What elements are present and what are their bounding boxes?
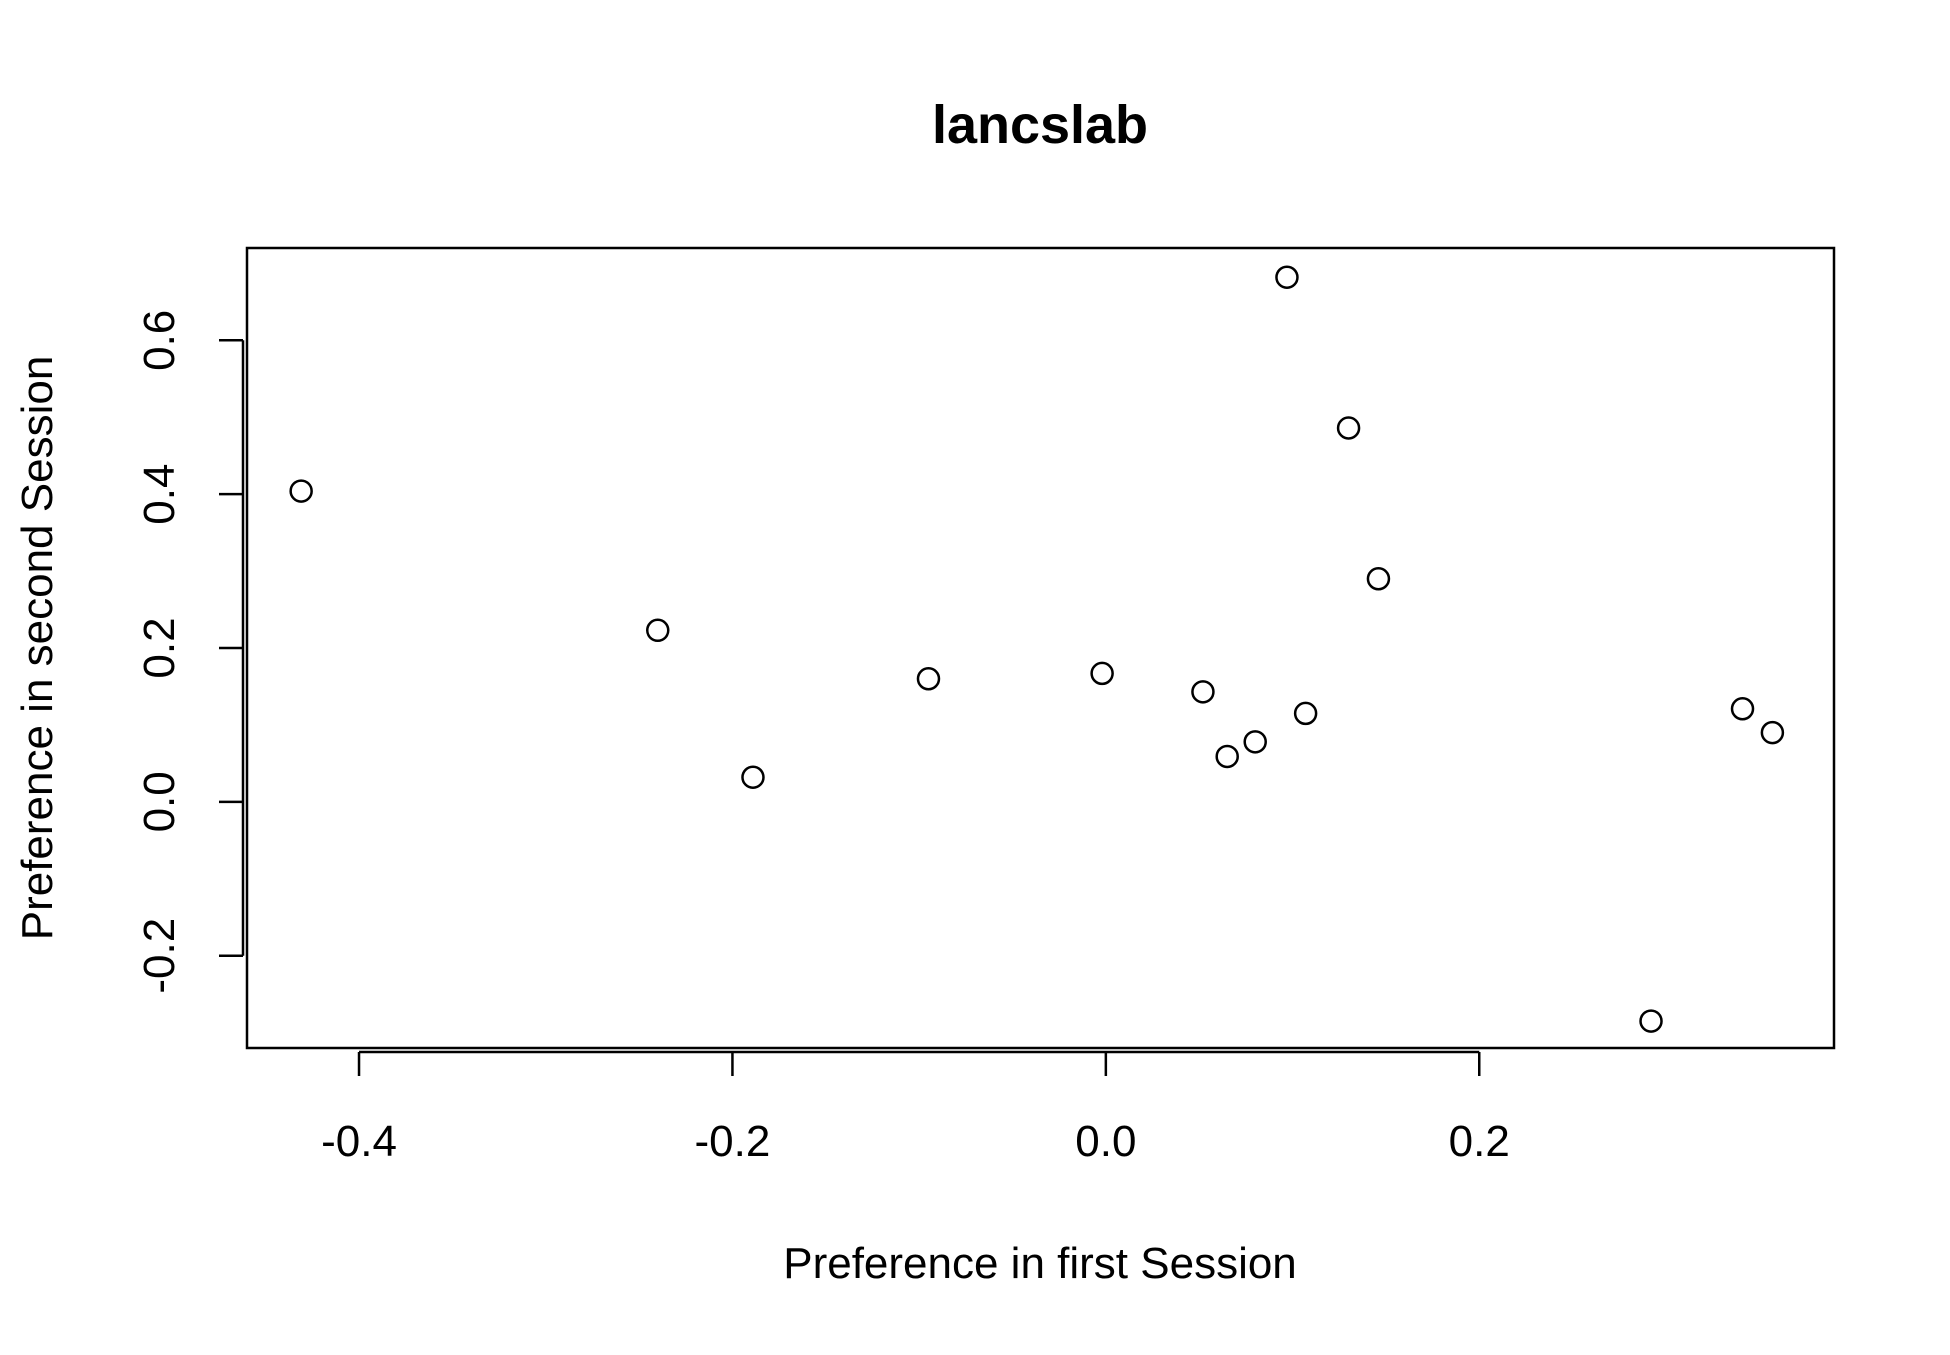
- data-point: [741, 765, 765, 789]
- y-tick-label: 0.2: [135, 617, 184, 678]
- x-tick-label: -0.4: [321, 1117, 397, 1166]
- y-tick-label: -0.2: [135, 918, 184, 994]
- data-point: [1243, 730, 1267, 754]
- data-point: [1090, 661, 1114, 686]
- data-point: [646, 618, 670, 643]
- data-point: [1730, 697, 1755, 721]
- chart-title: lancslab: [932, 95, 1148, 155]
- x-tick-label: -0.2: [695, 1117, 771, 1166]
- data-points: [289, 265, 1785, 1033]
- data-point: [1293, 701, 1318, 726]
- data-point: [1639, 1009, 1663, 1033]
- y-axis-label: Preference in second Session: [13, 356, 62, 941]
- data-point: [1191, 680, 1215, 704]
- x-axis-label: Preference in first Session: [783, 1239, 1297, 1288]
- data-point: [916, 667, 941, 691]
- data-point: [1215, 744, 1239, 769]
- y-axis: -0.2 0.0 0.2 0.4 0.6: [135, 310, 245, 994]
- y-tick-label: 0.0: [135, 771, 184, 832]
- y-tick-label: 0.6: [135, 310, 184, 371]
- data-point: [1336, 416, 1361, 440]
- data-point: [289, 479, 313, 503]
- x-tick-label: 0.0: [1075, 1117, 1136, 1166]
- data-point: [1366, 567, 1391, 591]
- x-axis: -0.4 -0.2 0.0 0.2: [321, 1050, 1510, 1166]
- plot-frame: [245, 246, 1836, 1050]
- data-point: [1275, 265, 1299, 289]
- y-tick-label: 0.4: [135, 464, 184, 525]
- x-tick-label: 0.2: [1449, 1117, 1510, 1166]
- data-point: [1760, 720, 1785, 745]
